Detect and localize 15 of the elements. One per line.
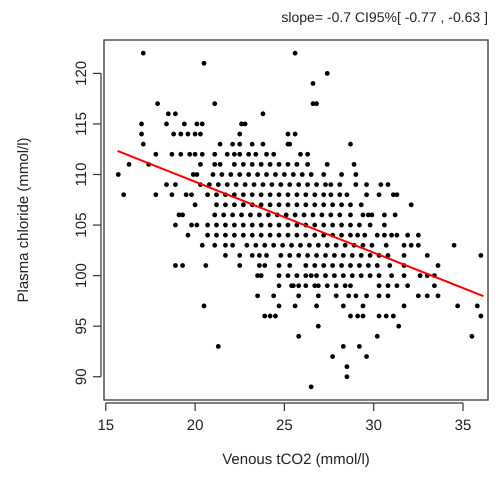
y-tick-label: 110 — [73, 162, 90, 186]
y-axis-title: Plasma chloride (mmol/l) — [15, 137, 32, 303]
y-tick-label: 120 — [73, 60, 90, 86]
y-tick-label: 100 — [73, 263, 90, 288]
x-tick-label: 25 — [276, 417, 293, 434]
x-tick-label: 35 — [454, 417, 472, 434]
y-tick-label: 95 — [73, 318, 90, 335]
x-tick-label: 30 — [365, 417, 382, 434]
x-tick-label: 20 — [186, 417, 204, 434]
x-tick-label: 15 — [97, 417, 114, 434]
x-axis-title: Venous tCO2 (mmol/l) — [222, 451, 370, 468]
chart-title: slope= -0.7 CI95%[ -0.77 , -0.63 ] — [281, 9, 488, 25]
y-tick-label: 90 — [73, 368, 90, 386]
y-tick-label: 115 — [73, 112, 90, 136]
y-tick-label: 105 — [73, 212, 90, 238]
